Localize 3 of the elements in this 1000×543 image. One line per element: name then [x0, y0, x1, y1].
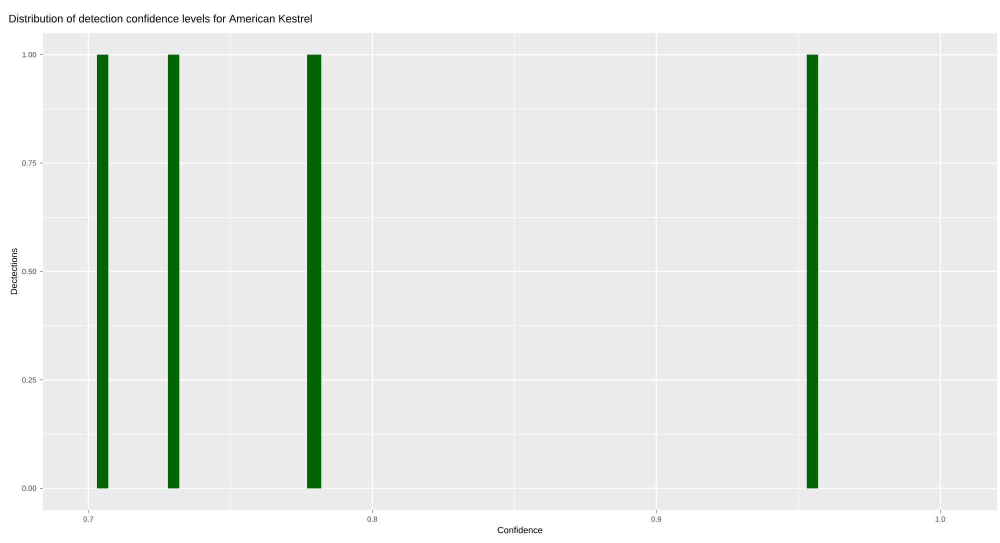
chart-title: Distribution of detection confidence levels for American Kestrel [9, 14, 312, 22]
x-axis-title: Confidence [498, 526, 542, 534]
y-axis-title: Dectections [10, 248, 18, 294]
